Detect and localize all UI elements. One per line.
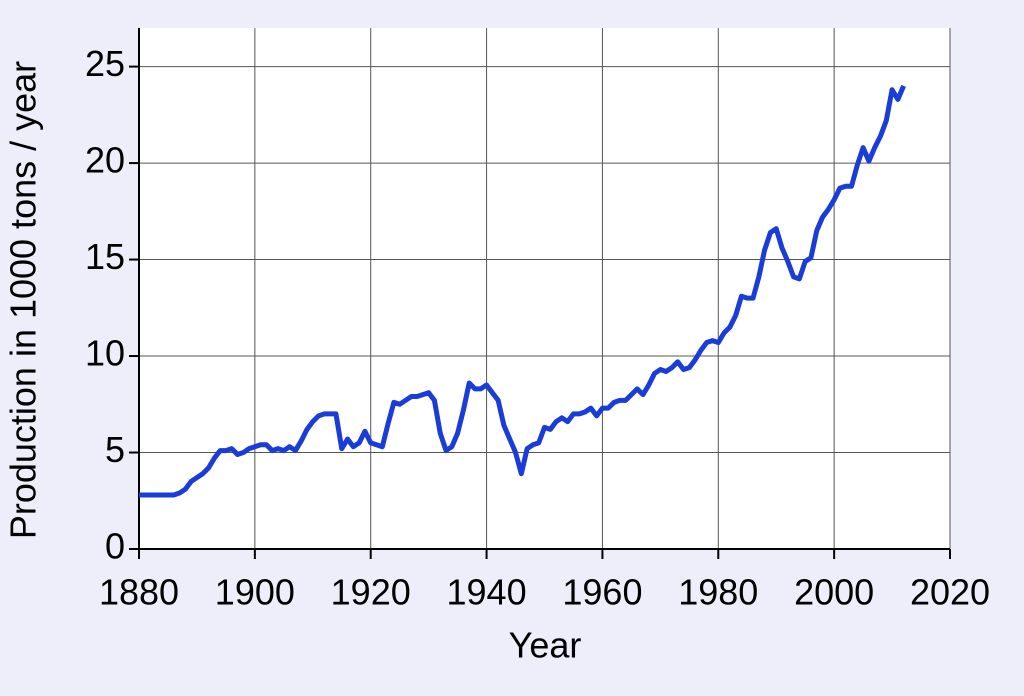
x-tick-label: 1980: [678, 572, 758, 613]
data-line: [139, 84, 906, 498]
x-tick-label: 1920: [331, 572, 411, 613]
plot-area: [139, 28, 950, 549]
y-tick-label: 20: [85, 140, 125, 181]
y-tick-label: 25: [85, 43, 125, 84]
x-tick-label: 2020: [910, 572, 990, 613]
x-tick-label: 1880: [99, 572, 179, 613]
x-tick-label: 1900: [215, 572, 295, 613]
x-tick-label: 1940: [447, 572, 527, 613]
y-tick-label: 0: [105, 526, 125, 567]
x-tick-label: 1960: [562, 572, 642, 613]
x-axis-label: Year: [509, 625, 582, 666]
y-tick-label: 10: [85, 333, 125, 374]
x-tick-label: 2000: [794, 572, 874, 613]
y-tick-label: 15: [85, 236, 125, 277]
y-tick-label: 5: [105, 429, 125, 470]
y-axis-label: Production in 1000 tons / year: [3, 61, 44, 539]
